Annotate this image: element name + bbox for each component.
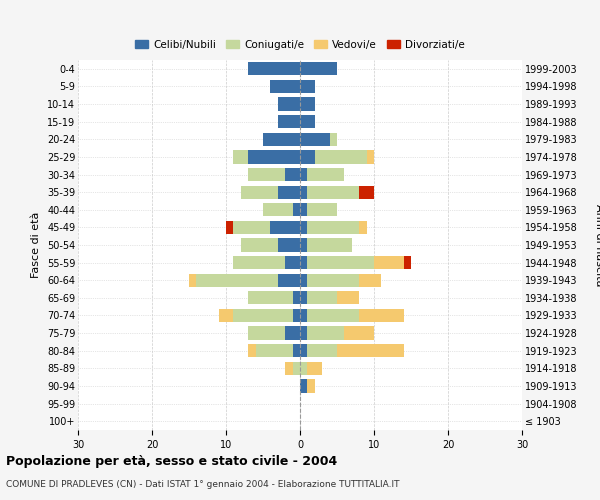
Bar	[218, 309, 233, 322]
Bar	[300, 274, 307, 287]
Bar	[300, 221, 307, 234]
Bar	[233, 221, 271, 234]
Bar	[233, 256, 285, 269]
Bar	[315, 150, 367, 164]
Bar	[248, 168, 285, 181]
Bar	[300, 309, 307, 322]
Bar	[307, 326, 344, 340]
Y-axis label: Fasce di età: Fasce di età	[31, 212, 41, 278]
Bar	[359, 309, 404, 322]
Bar	[293, 291, 300, 304]
Bar	[359, 274, 382, 287]
Bar	[278, 186, 300, 198]
Bar	[300, 291, 307, 304]
Bar	[307, 380, 315, 392]
Bar	[307, 238, 352, 252]
Bar	[367, 150, 374, 164]
Bar	[300, 115, 315, 128]
Bar	[344, 326, 374, 340]
Bar	[307, 168, 344, 181]
Bar	[271, 80, 300, 93]
Bar	[300, 344, 307, 358]
Bar	[300, 98, 315, 110]
Bar	[263, 132, 300, 146]
Bar	[271, 221, 300, 234]
Bar	[248, 62, 300, 76]
Bar	[300, 238, 307, 252]
Bar	[226, 221, 233, 234]
Bar	[233, 150, 248, 164]
Bar	[374, 256, 404, 269]
Bar	[300, 380, 307, 392]
Bar	[293, 309, 300, 322]
Bar	[359, 221, 367, 234]
Legend: Celibi/Nubili, Coniugati/e, Vedovi/e, Divorziati/e: Celibi/Nubili, Coniugati/e, Vedovi/e, Di…	[131, 36, 469, 54]
Bar	[307, 256, 374, 269]
Bar	[307, 309, 359, 322]
Bar	[293, 344, 300, 358]
Bar	[241, 186, 278, 198]
Bar	[337, 344, 404, 358]
Bar	[300, 186, 307, 198]
Bar	[285, 168, 300, 181]
Bar	[337, 291, 359, 304]
Bar	[307, 344, 337, 358]
Y-axis label: Anni di nascita: Anni di nascita	[594, 204, 600, 286]
Bar	[300, 362, 307, 375]
Bar	[285, 326, 300, 340]
Bar	[278, 238, 300, 252]
Bar	[307, 362, 322, 375]
Bar	[263, 203, 293, 216]
Bar	[300, 168, 307, 181]
Bar	[248, 326, 285, 340]
Bar	[233, 309, 293, 322]
Bar	[307, 221, 359, 234]
Bar	[300, 80, 315, 93]
Bar	[404, 256, 411, 269]
Bar	[300, 62, 337, 76]
Bar	[307, 203, 337, 216]
Bar	[256, 344, 293, 358]
Bar	[285, 362, 293, 375]
Bar	[300, 326, 307, 340]
Bar	[293, 203, 300, 216]
Text: Popolazione per età, sesso e stato civile - 2004: Popolazione per età, sesso e stato civil…	[6, 455, 337, 468]
Bar	[189, 274, 196, 287]
Bar	[307, 274, 359, 287]
Bar	[278, 274, 300, 287]
Bar	[359, 186, 374, 198]
Bar	[248, 291, 293, 304]
Bar	[307, 186, 359, 198]
Bar	[300, 203, 307, 216]
Bar	[300, 132, 329, 146]
Bar	[278, 98, 300, 110]
Bar	[278, 115, 300, 128]
Text: COMUNE DI PRADLEVES (CN) - Dati ISTAT 1° gennaio 2004 - Elaborazione TUTTITALIA.: COMUNE DI PRADLEVES (CN) - Dati ISTAT 1°…	[6, 480, 400, 489]
Bar	[293, 362, 300, 375]
Bar	[285, 256, 300, 269]
Bar	[300, 150, 315, 164]
Bar	[196, 274, 278, 287]
Bar	[241, 238, 278, 252]
Bar	[248, 344, 256, 358]
Bar	[248, 150, 300, 164]
Bar	[300, 256, 307, 269]
Bar	[307, 291, 337, 304]
Bar	[329, 132, 337, 146]
